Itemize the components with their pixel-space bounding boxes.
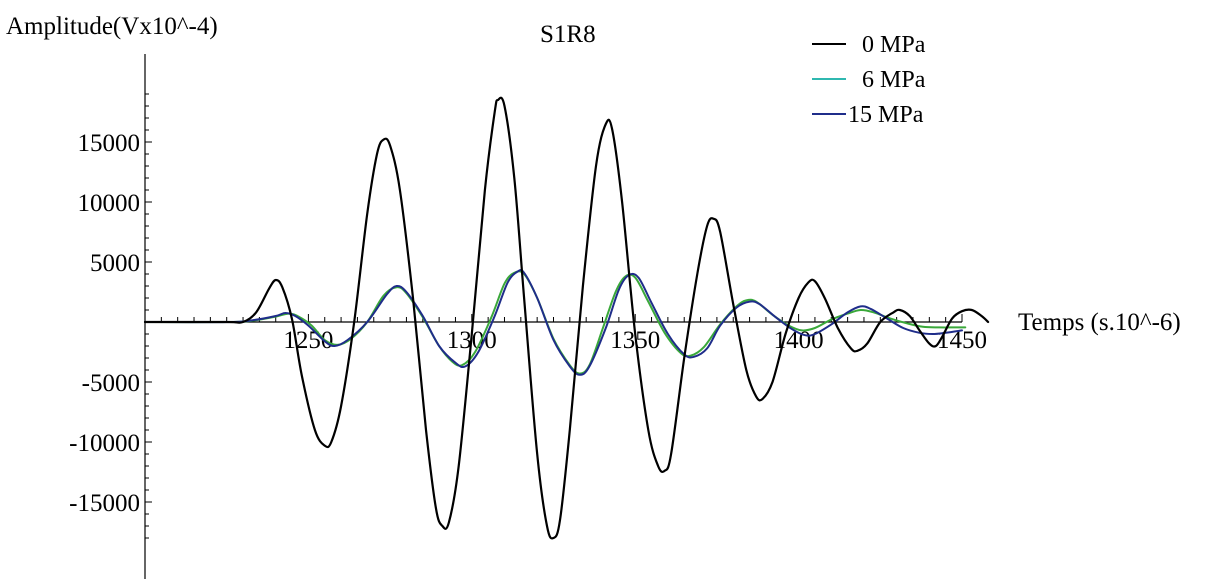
- series-layer: [143, 96, 990, 540]
- series-line-15-mpa: [144, 268, 963, 376]
- legend-label-15-mpa: 15 MPa: [848, 102, 924, 128]
- legend-label-0-mpa: 0 MPa: [862, 32, 926, 58]
- y-tick-label: -10000: [69, 430, 140, 457]
- chart-title: S1R8: [540, 21, 596, 48]
- legend: 0 MPa 6 MPa 15 MPa: [812, 32, 926, 128]
- y-tick-label: -5000: [82, 370, 140, 397]
- series-line-0-mpa: [143, 96, 990, 540]
- y-axis-title: Amplitude(Vx10^-4): [6, 13, 218, 40]
- y-ticks: 15000 10000 5000 -5000 -10000 -15000: [69, 93, 152, 539]
- x-axis-title: Temps (s.10^-6): [1018, 309, 1181, 336]
- y-tick-label: 10000: [78, 190, 141, 217]
- x-ticks: 1250 1300 1350 1400 1450: [160, 314, 987, 354]
- y-tick-label: 15000: [78, 130, 141, 157]
- y-tick-label: -15000: [69, 490, 140, 517]
- legend-label-6-mpa: 6 MPa: [862, 67, 926, 93]
- y-tick-label: 5000: [90, 250, 140, 277]
